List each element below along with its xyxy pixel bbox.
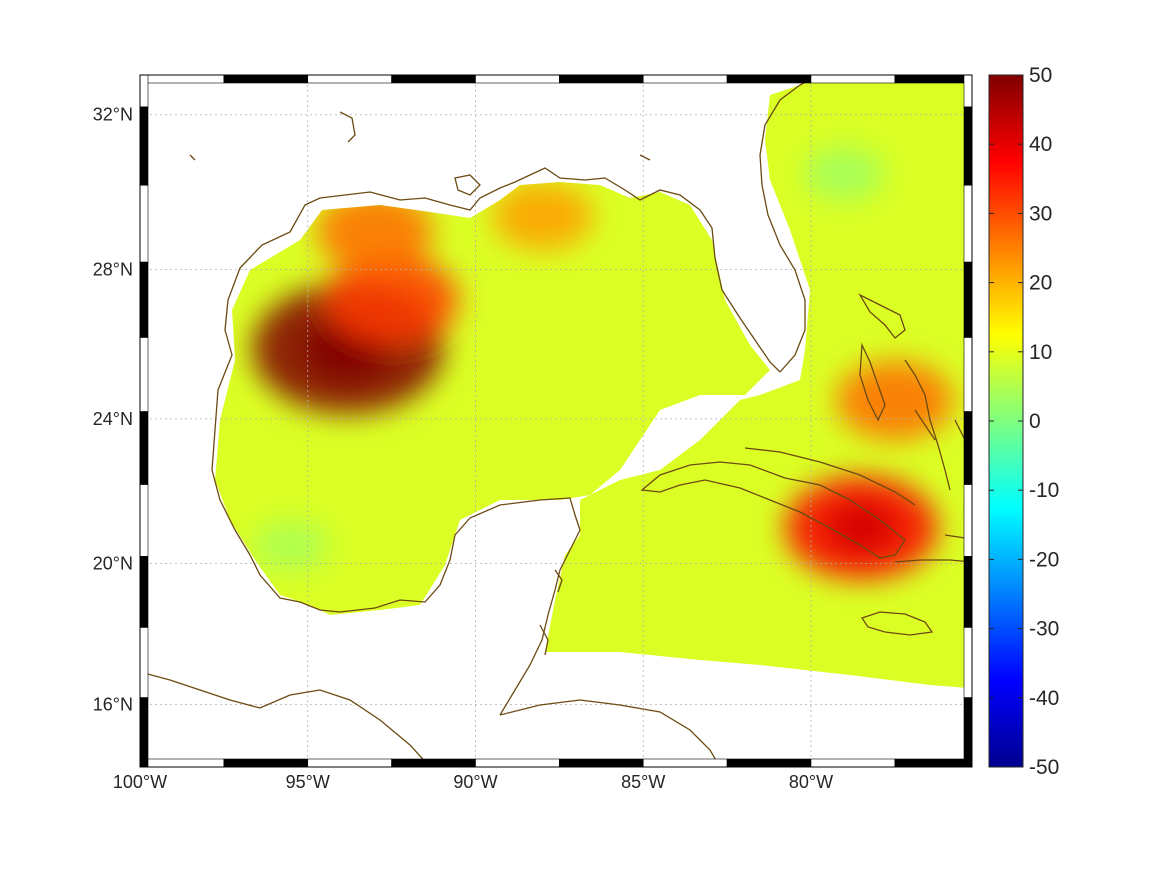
frame-segment-left — [139, 697, 149, 768]
colorbar-tick-label: -50 — [1029, 756, 1059, 779]
latitude-labels: 16°N 20°N 24°N 28°N 32°N — [93, 105, 133, 715]
latitude-tick-label: 20°N — [93, 553, 133, 573]
us-gulf-coast — [227, 167, 781, 373]
frame-segment-right — [963, 184, 973, 263]
bahamas-andros — [859, 342, 886, 422]
frame-segment-left — [139, 74, 149, 108]
field-feature-texas-louisiana-shelf-high — [316, 191, 434, 272]
field-feature-northwestern-gulf-high — [324, 254, 459, 346]
colorbar-tick-label: 40 — [1029, 133, 1052, 156]
frame-segment-bottom — [642, 758, 728, 768]
frame-segment-right — [963, 337, 973, 412]
frame-segment-right — [963, 74, 973, 108]
cuba-outline — [640, 461, 906, 559]
belize-cays — [539, 624, 549, 656]
frame-segment-bottom — [559, 758, 644, 768]
frame-segment-top — [894, 74, 973, 84]
frame-segment-bottom — [391, 758, 476, 768]
frame-segment-top — [223, 74, 309, 84]
colorbar-tick-label: 50 — [1029, 64, 1052, 87]
central-america-coast — [140, 671, 431, 767]
florida-peninsula — [759, 75, 819, 373]
colorbar-tick-label: 20 — [1029, 272, 1052, 295]
frame-segment-bottom — [726, 758, 812, 768]
bahamas-eleuthera — [904, 359, 951, 491]
field-feature-bahamas-high — [836, 360, 954, 441]
yucatan-east-islands — [554, 569, 563, 593]
frame-segment-top — [139, 74, 225, 84]
colorbar: 50 40 30 20 10 0 -10 -20 -30 -40 -50 — [988, 64, 1059, 779]
mexico-gulf-coast — [211, 299, 581, 716]
coastlines — [140, 75, 972, 767]
frame-segment-left — [139, 106, 149, 186]
frame-segment-right — [963, 556, 973, 628]
mississippi-delta — [454, 174, 481, 196]
frame-segment-bottom — [894, 758, 973, 768]
field-feature-mississippi-shelf-high — [491, 182, 594, 251]
latitude-tick-label: 24°N — [93, 409, 133, 429]
jamaica-outline — [860, 611, 934, 636]
frame-segment-left — [139, 627, 149, 698]
field-region-gulf — [215, 182, 770, 615]
longitude-tick-label: 85°W — [621, 772, 665, 792]
island-small-2 — [639, 154, 651, 161]
colorbar-tick-label: -10 — [1029, 479, 1059, 502]
longitude-labels: 100°W 95°W 90°W 85°W 80°W — [113, 772, 833, 792]
frame-segment-bottom — [475, 758, 560, 768]
longitude-tick-label: 80°W — [789, 772, 833, 792]
frame-segment-right — [963, 411, 973, 485]
frame-segment-bottom — [139, 758, 225, 768]
longitude-tick-label: 100°W — [113, 772, 167, 792]
frame-segment-left — [139, 484, 149, 557]
field-feature-atlantic-coast-low — [804, 146, 885, 201]
field-anomalies — [252, 182, 594, 572]
colorbar-tick-label: 0 — [1029, 410, 1041, 433]
frame-segment-right — [963, 697, 973, 768]
frame-segment-bottom — [810, 758, 896, 768]
bahamas-exuma — [914, 409, 936, 441]
bahamas-abaco — [858, 293, 906, 339]
frame-segment-left — [139, 261, 149, 338]
frame-segment-right — [963, 484, 973, 557]
latitude-tick-label: 28°N — [93, 260, 133, 280]
frame-segment-top — [642, 74, 728, 84]
frame-segment-left — [139, 411, 149, 485]
colorbar-ticks: 50 40 30 20 10 0 -10 -20 -30 -40 -50 — [989, 64, 1059, 779]
frame-segment-top — [307, 74, 392, 84]
colorbar-tick-label: -20 — [1029, 548, 1059, 571]
frame-segment-right — [963, 627, 973, 698]
frame-segment-left — [139, 556, 149, 628]
cuba-north-keys — [744, 447, 916, 506]
frame-segment-top — [810, 74, 896, 84]
colorbar-tick-label: 10 — [1029, 341, 1052, 364]
longitude-tick-label: 90°W — [453, 772, 497, 792]
frame-segment-right — [963, 106, 973, 186]
frame-segment-top — [475, 74, 560, 84]
frame-outline — [139, 74, 973, 768]
islands-north — [339, 111, 356, 143]
colorbar-tick-label: -30 — [1029, 618, 1059, 641]
colorbar-tick-label: 30 — [1029, 202, 1052, 225]
frame-segment-bottom — [223, 758, 309, 768]
field-feature-mexico-coast-low — [252, 520, 329, 572]
honduras-coast — [499, 699, 721, 767]
frame-segment-left — [139, 337, 149, 412]
frame-segment-bottom — [307, 758, 392, 768]
frame-segment-top — [391, 74, 476, 84]
frame-segment-left — [139, 184, 149, 263]
frame-segment-top — [726, 74, 812, 84]
map-frame — [139, 74, 973, 768]
frame-segment-top — [559, 74, 644, 84]
frame-segment-right — [963, 261, 973, 338]
colorbar-bar — [988, 74, 1024, 768]
latitude-tick-label: 32°N — [93, 105, 133, 125]
island-small-1 — [189, 154, 196, 161]
field-core-cuba-southeast-high — [826, 504, 896, 552]
hispaniola-south — [894, 559, 972, 563]
colorbar-tick-label: -40 — [1029, 687, 1059, 710]
longitude-tick-label: 95°W — [286, 772, 330, 792]
latitude-tick-label: 16°N — [93, 695, 133, 715]
